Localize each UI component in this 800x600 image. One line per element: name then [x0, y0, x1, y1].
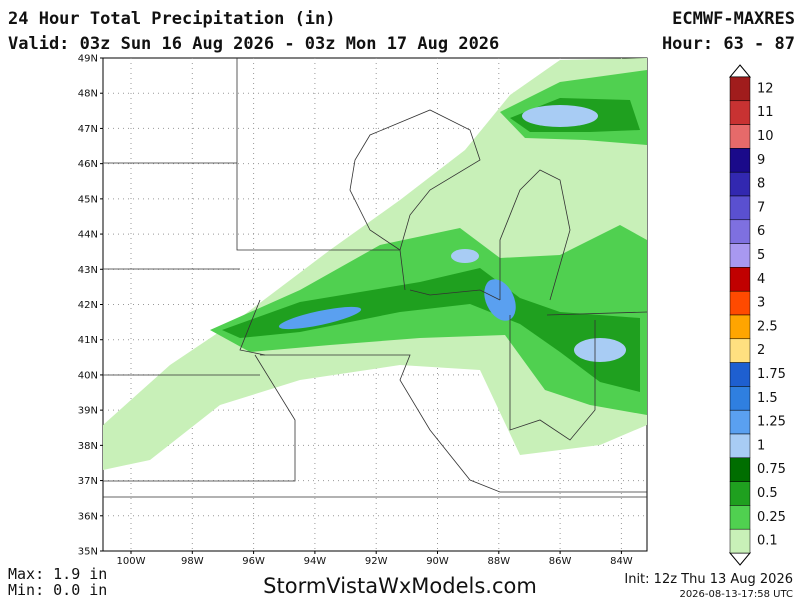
legend-swatch [729, 457, 751, 482]
legend-swatch [729, 243, 751, 268]
precip-area [210, 225, 647, 415]
legend-swatch [729, 290, 751, 316]
map: 49N 48N 47N 46N 45N 44N 43N 42N 41N 40N 39N 38N 37N 3… [78, 54, 648, 567]
legend-swatch [729, 148, 751, 173]
legend-swatch [729, 505, 751, 530]
borders [103, 58, 648, 498]
title: 24 Hour Total Precipitation (in) [8, 9, 336, 29]
lon-label: 98W [181, 556, 204, 567]
precip-area [278, 306, 362, 330]
lat-label: 37N [78, 476, 98, 487]
legend-swatch [729, 219, 751, 244]
lon-label: 96W [242, 556, 265, 567]
lat-label: 41N [78, 335, 98, 346]
legend-swatch [729, 386, 751, 411]
precip-area [574, 338, 626, 362]
legend-swatch [729, 338, 751, 363]
color-bar: 12 11 10 9 8 7 6 5 4 3 2.5 2 1.75 1.5 1.25 1 0.75 0.5 0.25… [728, 64, 786, 566]
lon-label: 94W [304, 556, 327, 567]
lat-label: 49N [78, 54, 98, 65]
legend-swatch [729, 171, 751, 197]
precip-area [522, 105, 598, 127]
legend-swatch [729, 76, 751, 102]
legend-label: 0.75 [757, 462, 786, 477]
legend-swatch [729, 195, 751, 221]
legend-label: 1.75 [757, 367, 786, 382]
timestamp: 2026-08-13-17:58 UTC [679, 589, 793, 600]
model: ECMWF-MAXRES [672, 9, 795, 29]
legend-label: 2 [757, 343, 765, 358]
lat-label: 35N [78, 547, 98, 558]
arrow-bottom [728, 552, 752, 566]
legend-swatch [729, 433, 751, 459]
lat-label: 40N [78, 370, 98, 381]
legend-label: 3 [757, 296, 765, 311]
lat-label: 38N [78, 441, 98, 452]
lat-label: 36N [78, 511, 98, 522]
min-value: Min: 0.0 in [8, 581, 107, 599]
lon-label: 92W [365, 556, 388, 567]
lat-label: 45N [78, 194, 98, 205]
legend-swatch [729, 100, 751, 125]
legend-label: 9 [757, 153, 765, 168]
legend-label: 1.25 [757, 415, 786, 430]
legend-swatch [729, 362, 751, 387]
lat-label: 48N [78, 89, 98, 100]
legend-label: 0.1 [757, 534, 778, 549]
legend-label: 11 [757, 105, 774, 120]
legend-label: 10 [757, 129, 774, 144]
legend-swatch [729, 124, 751, 149]
lon-label: 88W [487, 556, 510, 567]
lat-label: 47N [78, 124, 98, 135]
legend-label: 7 [757, 200, 765, 215]
legend-label: 1.5 [757, 391, 778, 406]
legend-label: 8 [757, 177, 765, 192]
lat-label: 43N [78, 265, 98, 276]
legend-swatch [729, 409, 751, 435]
legend-swatch [729, 528, 751, 554]
lat-label: 42N [78, 300, 98, 311]
lon-label: 84W [610, 556, 633, 567]
lon-label: 90W [426, 556, 449, 567]
lon-label: 86W [549, 556, 572, 567]
legend-label: 0.25 [757, 510, 786, 525]
lat-label: 46N [78, 159, 98, 170]
legend-label: 2.5 [757, 319, 778, 334]
legend-swatch [729, 267, 751, 292]
precip-area [451, 249, 479, 263]
lat-label: 39N [78, 406, 98, 417]
max-value: Max: 1.9 in [8, 565, 107, 583]
legend-label: 5 [757, 248, 765, 263]
legend-label: 0.5 [757, 486, 778, 501]
init-time: Init: 12z Thu 13 Aug 2026 [624, 572, 793, 587]
legend-label: 4 [757, 272, 765, 287]
lon-label: 100W [117, 556, 146, 567]
site-name[interactable]: StormVistaWxModels.com [263, 574, 537, 598]
legend-swatch [729, 481, 751, 506]
legend-label: 1 [757, 438, 765, 453]
arrow-top [728, 64, 752, 78]
legend-label: 12 [757, 81, 774, 96]
legend-label: 6 [757, 224, 765, 239]
precip-area [222, 268, 640, 392]
valid-time: Valid: 03z Sun 16 Aug 2026 - 03z Mon 17 … [8, 34, 499, 54]
legend-swatch [729, 314, 751, 340]
lat-label: 44N [78, 230, 98, 241]
forecast-hour: Hour: 63 - 87 [662, 34, 795, 54]
